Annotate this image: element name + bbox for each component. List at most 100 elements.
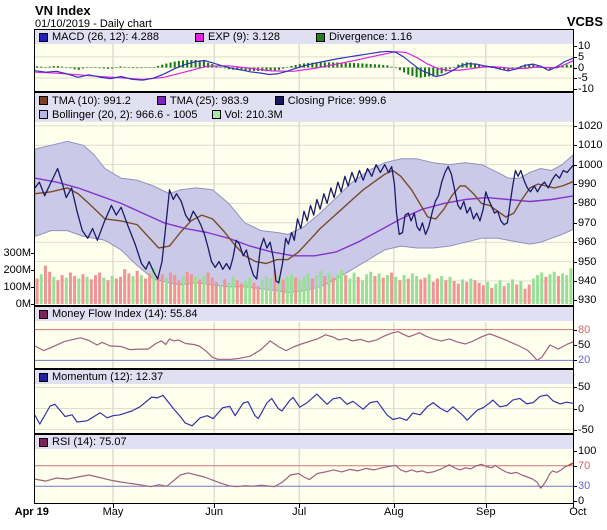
legend-item: Money Flow Index (14): 55.84	[39, 308, 198, 320]
axis-tick-mark	[31, 270, 35, 271]
legend-item: MACD (26, 12): 4.288	[39, 31, 159, 43]
legend-label: MACD (26, 12): 4.288	[52, 31, 159, 43]
axis-tick-label: 100	[578, 444, 597, 457]
axis-tick-mark	[485, 504, 487, 508]
axis-tick-label: 10	[578, 40, 591, 53]
axis-tick-mark	[573, 501, 577, 503]
axis-tick-mark	[573, 280, 577, 282]
axis-tick-label: 5	[578, 50, 585, 63]
legend-swatch	[39, 372, 48, 382]
axis-tick-label: 80	[578, 323, 591, 336]
axis-tick-label: -10	[578, 82, 594, 95]
axis-tick-mark	[573, 486, 577, 488]
legend-swatch	[39, 437, 48, 447]
legend-label: Closing Price: 999.6	[287, 94, 387, 107]
axis-tick-mark	[573, 504, 574, 508]
axis-tick-label: -5	[578, 72, 588, 85]
axis-tick-mark	[573, 67, 577, 69]
rsi-plot[interactable]	[35, 449, 573, 503]
mfi-legend: Money Flow Index (14): 55.84	[35, 307, 573, 321]
axis-tick-label: -50	[578, 423, 594, 436]
axis-tick-label: 950	[578, 255, 597, 268]
legend-item: Momentum (12): 12.37	[39, 371, 163, 383]
legend-swatch	[39, 309, 48, 319]
axis-tick-mark	[573, 145, 577, 147]
brand-logo: VCBS	[566, 14, 603, 29]
mfi-plot[interactable]	[35, 322, 573, 368]
axis-tick-label: 300M	[3, 247, 31, 259]
axis-tick-mark	[31, 287, 35, 288]
axis-tick-mark	[393, 504, 395, 508]
rsi-legend: RSI (14): 75.07	[35, 435, 573, 449]
axis-tick-label: 0	[578, 402, 585, 415]
panel-rsi: RSI (14): 75.07	[34, 434, 574, 504]
legend-label: EXP (9): 3.128	[208, 31, 280, 43]
legend-label: TMA (25): 983.9	[169, 94, 249, 107]
legend-swatch	[39, 96, 48, 105]
axis-tick-mark	[573, 46, 577, 48]
axis-tick-label: 70	[578, 459, 591, 472]
legend-item: Divergence: 1.16	[315, 31, 413, 43]
axis-tick-mark	[113, 504, 114, 508]
legend-label: Bollinger (20, 2): 966.6 - 1005	[52, 108, 198, 121]
x-axis-month-label: Apr 19	[14, 506, 49, 518]
axis-tick-label: 0M	[15, 298, 31, 310]
axis-tick-label: 200M	[3, 264, 31, 276]
legend-label: Money Flow Index (14): 55.84	[52, 308, 198, 320]
axis-tick-label: 100M	[3, 281, 31, 293]
legend-swatch	[195, 32, 204, 42]
legend-item: TMA (25): 983.9	[156, 94, 249, 107]
macd-legend: MACD (26, 12): 4.288 EXP (9): 3.128 Diverg…	[35, 30, 573, 44]
axis-tick-mark	[573, 360, 577, 362]
axis-tick-mark	[573, 184, 577, 186]
legend-swatch	[211, 110, 221, 119]
axis-tick-mark	[573, 429, 577, 431]
legend-label: Divergence: 1.16	[328, 31, 413, 43]
x-axis-month-label: May	[102, 506, 124, 518]
axis-tick-label: 980	[578, 197, 597, 210]
momentum-plot[interactable]	[35, 384, 573, 433]
x-axis-month-label: Jun	[205, 506, 224, 518]
legend-label: TMA (10): 991.2	[52, 94, 131, 107]
axis-tick-label: 1010	[578, 139, 603, 152]
axis-tick-mark	[214, 504, 216, 508]
axis-tick-mark	[573, 56, 577, 58]
price-plot[interactable]	[35, 122, 573, 305]
legend-swatch	[315, 32, 325, 42]
legend-swatch	[39, 110, 48, 119]
axis-tick-label: 970	[578, 216, 597, 229]
panel-momentum: Momentum (12): 12.37	[34, 369, 574, 434]
legend-item: RSI (14): 75.07	[39, 436, 127, 448]
axis-tick-mark	[573, 329, 577, 331]
axis-tick-mark	[31, 304, 35, 305]
axis-tick-mark	[573, 164, 577, 166]
axis-tick-label: 930	[578, 294, 597, 307]
legend-swatch	[274, 96, 284, 105]
axis-tick-mark	[573, 78, 577, 80]
axis-tick-mark	[573, 465, 577, 467]
legend-item: Closing Price: 999.6	[274, 94, 387, 107]
chart-date-subtitle: 01/10/2019 - Daily chart	[35, 18, 152, 30]
axis-tick-label: 30	[578, 480, 591, 493]
legend-label: Vol: 210.3M	[224, 108, 283, 121]
panel-mfi: Money Flow Index (14): 55.84	[34, 306, 574, 369]
legend-item: Vol: 210.3M	[211, 108, 283, 121]
axis-tick-mark	[573, 345, 577, 346]
axis-tick-mark	[573, 300, 577, 302]
axis-tick-mark	[573, 88, 577, 90]
legend-label: RSI (14): 75.07	[52, 436, 127, 448]
axis-tick-mark	[31, 253, 35, 254]
page-title: VN Index	[35, 3, 91, 18]
legend-swatch	[39, 32, 48, 42]
axis-tick-mark	[573, 450, 577, 452]
axis-tick-label: 0	[578, 61, 585, 74]
axis-tick-label: 0	[578, 495, 585, 508]
x-axis-month-label: Jul	[292, 506, 307, 518]
macd-plot[interactable]	[35, 44, 573, 91]
legend-label: Momentum (12): 12.37	[52, 371, 164, 383]
momentum-legend: Momentum (12): 12.37	[35, 370, 573, 384]
x-axis-month-label: Oct	[569, 506, 587, 518]
axis-tick-label: 960	[578, 236, 597, 249]
axis-tick-mark	[573, 222, 577, 224]
